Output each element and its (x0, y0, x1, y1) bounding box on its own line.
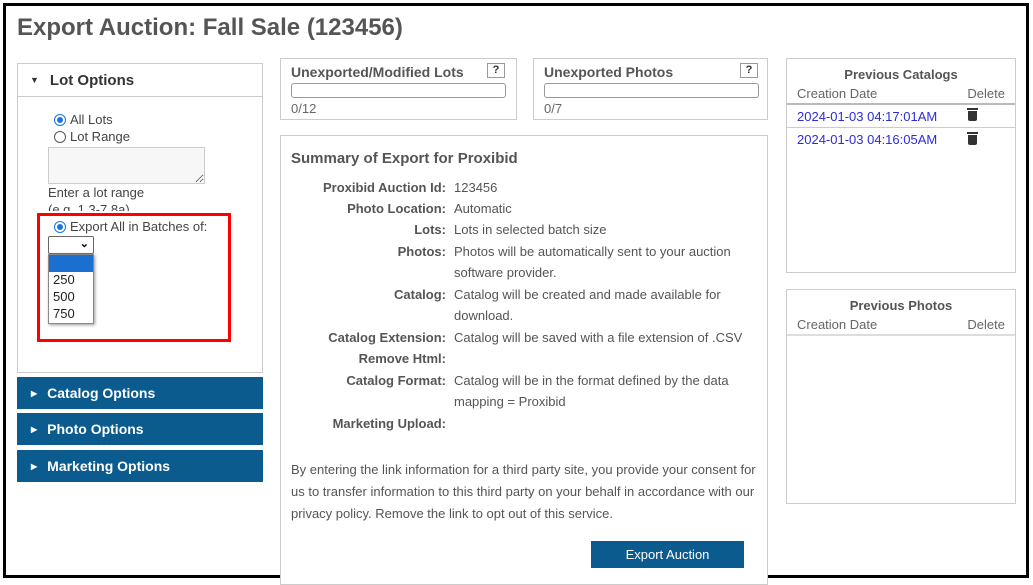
catalog-options-title: Catalog Options (47, 385, 156, 401)
batches-radio[interactable]: Export All in Batches of: (54, 218, 207, 235)
catalogs-header: Creation Date Delete (787, 86, 1015, 105)
photo-options-header[interactable]: ▶ Photo Options (17, 413, 263, 445)
lot-range-radio[interactable]: Lot Range (54, 128, 130, 145)
catalog-link[interactable]: 2024-01-03 04:16:05AM (797, 132, 938, 147)
unexported-photos-count: 0/7 (544, 101, 563, 116)
export-auction-button[interactable]: Export Auction (591, 541, 744, 568)
lot-range-input[interactable] (48, 147, 205, 184)
chevron-down-icon: ⌄ (79, 238, 89, 250)
batch-size-dropdown: 250 500 750 (48, 254, 94, 324)
catalog-link[interactable]: 2024-01-03 04:17:01AM (797, 108, 938, 124)
previous-catalogs-title: Previous Catalogs (844, 67, 958, 82)
all-lots-label: All Lots (70, 112, 113, 127)
previous-photos-title: Previous Photos (849, 298, 953, 313)
batch-option[interactable]: 250 (53, 272, 75, 287)
unexported-lots-count: 0/12 (291, 101, 317, 116)
unexported-lots-progress (291, 83, 506, 98)
unexported-photos-panel: Unexported Photos ? 0/7 (533, 58, 768, 120)
summary-title: Summary of Export for Proxibid (291, 150, 518, 167)
page-title: Export Auction: Fall Sale (123456) (17, 14, 403, 41)
unexported-photos-title: Unexported Photos (544, 64, 674, 80)
lot-range-hint: Enter a lot range (48, 185, 145, 200)
help-icon[interactable]: ? (487, 63, 505, 78)
marketing-options-header[interactable]: ▶ Marketing Options (17, 450, 263, 482)
highlight-box (37, 213, 231, 342)
photo-options-title: Photo Options (47, 421, 144, 437)
previous-photos-panel: Previous Photos Creation Date Delete (786, 289, 1016, 504)
consent-text: By entering the link information for a t… (291, 462, 756, 521)
caret-down-icon: ▼ (30, 75, 39, 85)
caret-right-icon: ▶ (31, 424, 38, 434)
unexported-lots-title: Unexported/Modified Lots (291, 64, 464, 80)
previous-catalogs-panel: Previous Catalogs Creation Date Delete 20… (786, 58, 1016, 273)
lot-range-example: (e.g. 1,3-7,8a) (48, 202, 130, 211)
catalog-row: 2024-01-03 04:16:05AM (787, 128, 1015, 151)
batch-option-blank[interactable] (49, 255, 93, 272)
lot-options-panel: ▼ Lot Options All Lots Lot Range Enter a … (17, 63, 263, 373)
catalog-options-header[interactable]: ▶ Catalog Options (17, 377, 263, 409)
trash-icon[interactable] (967, 108, 978, 121)
summary-panel: Summary of Export for Proxibid Proxibid … (280, 135, 768, 585)
catalog-row: 2024-01-03 04:17:01AM (787, 105, 1015, 128)
photos-header: Creation Date Delete (787, 317, 1015, 336)
unexported-photos-progress (544, 83, 759, 98)
help-icon[interactable]: ? (740, 63, 758, 78)
batch-option[interactable]: 750 (53, 306, 75, 321)
marketing-options-title: Marketing Options (47, 458, 171, 474)
batch-size-select[interactable]: ⌄ (48, 236, 94, 254)
caret-right-icon: ▶ (31, 388, 38, 398)
unexported-lots-panel: Unexported/Modified Lots ? 0/12 (280, 58, 517, 120)
trash-icon[interactable] (967, 131, 978, 145)
all-lots-radio[interactable]: All Lots (54, 111, 113, 128)
lot-options-title: Lot Options (49, 71, 135, 89)
caret-right-icon: ▶ (31, 461, 38, 471)
lot-range-label: Lot Range (70, 129, 130, 144)
batch-option[interactable]: 500 (53, 289, 75, 304)
lot-options-header[interactable]: ▼ Lot Options (18, 64, 262, 97)
batches-label: Export All in Batches of: (70, 219, 208, 234)
